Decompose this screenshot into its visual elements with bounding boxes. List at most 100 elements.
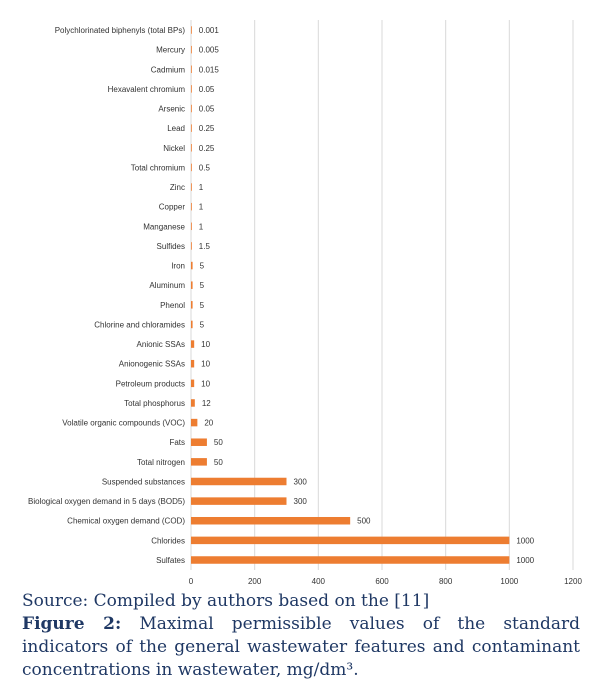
category-label-24: Suspended substances: [102, 477, 185, 486]
value-label-18: 10: [201, 360, 210, 369]
category-label-1: Polychlorinated biphenyls (total BPs): [55, 26, 186, 35]
bar-3: [191, 65, 192, 74]
category-label-22: Fats: [169, 438, 185, 447]
value-label-26: 500: [357, 517, 371, 526]
x-tick-600: 600: [375, 577, 389, 586]
x-tick-200: 200: [248, 577, 262, 586]
value-label-2: 0.005: [199, 46, 220, 55]
category-label-11: Manganese: [143, 222, 185, 231]
bar-6: [191, 124, 192, 132]
value-label-5: 0.05: [199, 105, 215, 114]
value-label-28: 1000: [516, 556, 534, 565]
category-label-10: Copper: [159, 203, 186, 212]
category-label-2: Mercury: [156, 46, 185, 55]
category-labels: Polychlorinated biphenyls (total BPs) Mer…: [28, 26, 186, 565]
category-label-14: Aluminum: [149, 281, 185, 290]
category-label-7: Nickel: [163, 144, 185, 153]
category-label-16: Chlorine and chloramides: [94, 320, 185, 329]
bar-16: [191, 320, 193, 329]
category-label-21: Volatile organic compounds (VOC): [62, 419, 185, 428]
value-label-9: 1: [199, 183, 204, 192]
bar-1: [191, 26, 192, 34]
value-label-15: 5: [200, 301, 205, 310]
value-label-14: 5: [200, 281, 205, 290]
value-label-11: 1: [199, 222, 204, 231]
x-tick-0: 0: [189, 577, 194, 586]
value-label-21: 20: [204, 419, 213, 428]
category-label-28: Sulfates: [156, 556, 185, 565]
bar-2: [191, 45, 192, 54]
category-label-8: Total chromium: [131, 163, 186, 172]
x-tick-1200: 1200: [564, 577, 582, 586]
value-label-10: 1: [199, 203, 204, 212]
value-label-22: 50: [214, 438, 223, 447]
bar-28: [191, 556, 510, 564]
bar-26: [191, 516, 351, 525]
bar-22: [191, 438, 207, 446]
category-label-12: Sulfides: [157, 242, 185, 251]
x-tick-400: 400: [312, 577, 326, 586]
figure-label: Figure 2:: [22, 614, 122, 634]
value-labels: 0.001 0.005 0.015 0.05 0.05 0.25 0.25 0.5 1 1 1 1.5…: [199, 26, 535, 565]
value-label-4: 0.05: [199, 85, 215, 94]
value-label-17: 10: [201, 340, 210, 349]
category-label-6: Lead: [167, 124, 185, 133]
category-label-5: Arsenic: [158, 105, 185, 114]
bar-15: [191, 301, 193, 309]
x-axis-tick-labels: 0 200 400 600 800 1000 1200: [189, 577, 583, 586]
category-label-15: Phenol: [160, 301, 185, 310]
category-label-26: Chemical oxygen demand (COD): [67, 517, 185, 526]
bar-25: [191, 497, 287, 505]
x-tick-800: 800: [439, 577, 453, 586]
bar-27: [191, 536, 510, 545]
value-label-16: 5: [200, 320, 205, 329]
category-label-13: Iron: [171, 262, 185, 271]
value-label-6: 0.25: [199, 124, 215, 133]
figure-caption: Figure 2: Maximal permissible values of …: [22, 613, 580, 682]
category-label-18: Anionogenic SSAs: [119, 360, 185, 369]
bar-20: [191, 399, 195, 407]
category-label-9: Zinc: [170, 183, 185, 192]
bar-4: [191, 85, 192, 93]
bars: [191, 26, 510, 564]
bar-13: [191, 261, 193, 270]
value-label-24: 300: [294, 477, 308, 486]
category-label-17: Anionic SSAs: [137, 340, 185, 349]
category-label-4: Hexavalent chromium: [108, 85, 186, 94]
value-label-13: 5: [200, 262, 205, 271]
bar-14: [191, 281, 193, 289]
figure-caption-text: Maximal permissible values of the standa…: [22, 614, 580, 680]
value-label-8: 0.5: [199, 163, 211, 172]
value-label-20: 12: [202, 399, 211, 408]
value-label-12: 1.5: [199, 242, 211, 251]
bar-19: [191, 379, 195, 388]
bar-12: [191, 242, 192, 250]
bar-7: [191, 144, 192, 152]
gridlines: [190, 20, 574, 570]
value-label-25: 300: [294, 497, 308, 506]
value-label-1: 0.001: [199, 26, 220, 35]
category-label-19: Petroleum products: [116, 379, 185, 388]
bar-17: [191, 340, 195, 348]
value-label-23: 50: [214, 458, 223, 467]
bar-23: [191, 458, 207, 466]
value-label-3: 0.015: [199, 65, 220, 74]
bar-21: [191, 418, 198, 427]
bar-chart: Polychlorinated biphenyls (total BPs) Mer…: [28, 20, 583, 586]
source-note: Source: Compiled by authors based on the…: [22, 591, 430, 611]
bar-9: [191, 183, 192, 191]
bar-24: [191, 477, 287, 486]
category-label-27: Chlorides: [151, 536, 185, 545]
x-tick-1000: 1000: [500, 577, 518, 586]
bar-5: [191, 104, 192, 113]
category-label-25: Biological oxygen demand in 5 days (BOD5…: [28, 497, 185, 506]
category-label-3: Cadmium: [151, 65, 186, 74]
bar-10: [191, 202, 192, 211]
category-label-20: Total phosphorus: [124, 399, 185, 408]
category-label-23: Total nitrogen: [137, 458, 185, 467]
bar-11: [191, 222, 192, 231]
value-label-19: 10: [201, 379, 210, 388]
value-label-7: 0.25: [199, 144, 215, 153]
bar-8: [191, 163, 192, 172]
value-label-27: 1000: [516, 536, 534, 545]
